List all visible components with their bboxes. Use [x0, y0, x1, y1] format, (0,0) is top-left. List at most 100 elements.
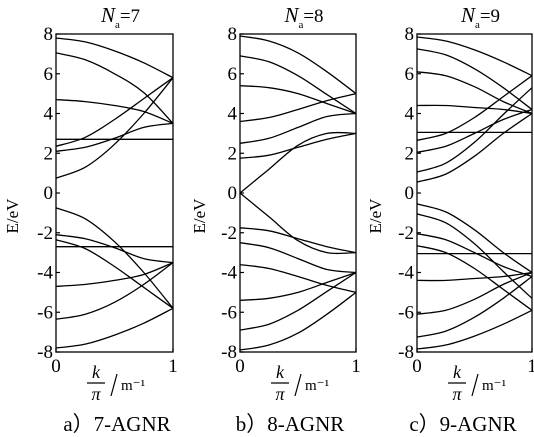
x-tick-label: 0 [412, 356, 422, 377]
y-tick-label: 4 [228, 104, 238, 125]
band-line-2 [416, 48, 533, 111]
y-tick-label: -8 [221, 342, 237, 363]
y-tick-label: -8 [398, 342, 414, 363]
band-line-7 [239, 131, 357, 194]
panel-caption: c）9-AGNR [409, 412, 516, 436]
band-line-3 [239, 85, 357, 115]
panel-title: Na=9 [460, 3, 500, 31]
band-line-4 [239, 92, 357, 123]
plot-frame [416, 33, 533, 353]
band-line-12 [239, 271, 357, 301]
y-tick-label: -8 [37, 342, 53, 363]
x-label-slash [294, 373, 302, 397]
panel-title: Na=7 [100, 3, 140, 31]
band-line-8 [239, 192, 357, 255]
x-label-unit: m⁻¹ [121, 378, 145, 394]
y-tick-label: 6 [228, 64, 238, 85]
plot-frame [55, 33, 174, 353]
y-tick-label: -2 [37, 223, 53, 244]
y-axis-label: E/eV [3, 198, 22, 234]
band-line-6 [239, 132, 357, 159]
y-axis-label: E/eV [190, 198, 209, 234]
y-axis-label: E/eV [366, 198, 385, 234]
x-label-slash [471, 373, 479, 397]
band-line-14 [416, 245, 533, 311]
band-line-14 [239, 291, 357, 351]
band-line-15 [416, 271, 533, 282]
band-line-8 [416, 87, 533, 173]
y-tick-label: 8 [228, 24, 238, 45]
y-tick-label: 0 [405, 183, 415, 204]
band-line-16 [416, 271, 533, 315]
band-line-7 [55, 77, 174, 179]
x-label-unit: m⁻¹ [482, 378, 506, 394]
y-tick-label: 8 [44, 24, 54, 45]
y-tick-label: -6 [398, 302, 414, 323]
x-label-numerator: k [92, 362, 101, 382]
band-line-11 [416, 213, 533, 299]
x-label-denominator: π [275, 384, 285, 404]
band-line-1 [239, 35, 357, 95]
y-tick-label: 4 [405, 104, 415, 125]
band-line-12 [55, 261, 174, 288]
band-line-11 [239, 263, 357, 294]
band-line-6 [55, 122, 174, 152]
panel-caption: b）8-AGNR [236, 412, 345, 436]
band-line-11 [55, 239, 174, 309]
x-label-unit: m⁻¹ [305, 378, 329, 394]
band-line-13 [55, 262, 174, 320]
band-line-6 [416, 75, 533, 141]
band-line-7 [416, 108, 533, 153]
y-tick-label: 6 [44, 64, 54, 85]
band-line-13 [239, 271, 357, 331]
band-line-8 [55, 207, 174, 309]
band-line-9 [55, 234, 174, 264]
y-tick-label: -4 [398, 263, 414, 284]
x-tick-label: 1 [168, 356, 178, 377]
panel-title: Na=8 [283, 3, 323, 31]
band-line-17 [416, 275, 533, 338]
band-line-1 [416, 36, 533, 77]
x-label-numerator: k [453, 362, 462, 382]
band-line-4 [55, 77, 174, 147]
band-line-14 [55, 307, 174, 349]
band-line-4 [416, 104, 533, 115]
x-tick-label: 1 [527, 356, 534, 377]
x-tick-label: 0 [51, 356, 61, 377]
y-tick-label: 2 [44, 143, 54, 164]
band-line-10 [239, 242, 357, 274]
band-line-9 [416, 112, 533, 183]
x-tick-label: 1 [351, 356, 361, 377]
y-tick-label: 6 [405, 64, 415, 85]
y-tick-label: -2 [398, 223, 414, 244]
plot-frame [239, 33, 357, 353]
x-label-denominator: π [91, 384, 101, 404]
x-label-slash [110, 373, 118, 397]
x-label-numerator: k [276, 362, 285, 382]
y-tick-label: 8 [405, 24, 415, 45]
band-line-3 [55, 98, 174, 125]
x-label-denominator: π [452, 384, 462, 404]
x-tick-label: 0 [235, 356, 245, 377]
band-line-2 [239, 55, 357, 115]
y-tick-label: -6 [221, 302, 237, 323]
band-line-12 [416, 233, 533, 278]
band-line-2 [55, 52, 174, 124]
y-tick-label: 4 [44, 104, 54, 125]
panel-caption: a）7-AGNR [63, 412, 170, 436]
y-tick-label: -4 [221, 263, 237, 284]
y-tick-label: 2 [405, 143, 415, 164]
band-line-5 [239, 112, 357, 144]
y-tick-label: 0 [44, 183, 54, 204]
y-tick-label: -4 [37, 263, 53, 284]
y-tick-label: 0 [228, 183, 238, 204]
band-line-18 [416, 309, 533, 350]
y-tick-label: -2 [221, 223, 237, 244]
y-tick-label: -6 [37, 302, 53, 323]
band-line-9 [239, 227, 357, 254]
band-line-1 [55, 37, 174, 79]
